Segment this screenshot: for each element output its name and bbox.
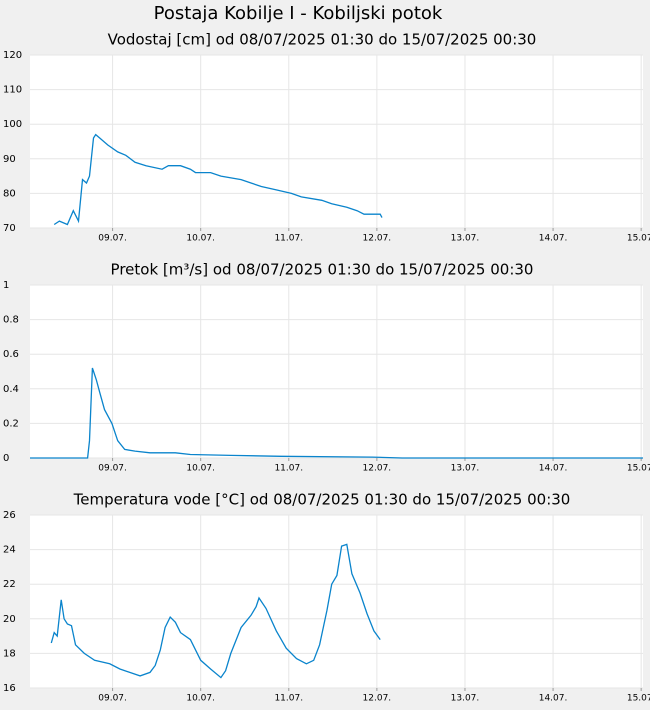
x-tick-label: 10.07.	[186, 234, 215, 244]
x-tick-label: 10.07.	[186, 694, 215, 704]
y-tick-label: 0.4	[3, 384, 19, 395]
y-tick-label: 20	[3, 614, 16, 625]
data-line	[50, 543, 381, 679]
data-line	[30, 367, 643, 459]
x-tick-label: 13.07.	[451, 234, 480, 244]
y-tick-label: 80	[3, 188, 16, 199]
plot-area	[30, 515, 643, 688]
y-tick-label: 120	[3, 50, 22, 61]
y-tick-label: 70	[3, 223, 16, 234]
x-tick-label: 09.07.	[98, 694, 127, 704]
x-tick-label: 12.07.	[363, 234, 392, 244]
y-tick-label: 90	[3, 154, 16, 165]
chart-title: Pretok [m³/s] od 08/07/2025 01:30 do 15/…	[111, 261, 534, 279]
data-line	[53, 133, 383, 226]
y-tick-label: 0.8	[3, 315, 19, 326]
y-tick-label: 0.2	[3, 418, 19, 429]
y-tick-label: 18	[3, 648, 16, 659]
y-tick-label: 16	[3, 683, 16, 694]
chart-title: Vodostaj [cm] od 08/07/2025 01:30 do 15/…	[108, 31, 537, 49]
y-tick-label: 24	[3, 545, 16, 556]
x-tick-label: 15.07.	[627, 464, 650, 474]
x-tick-label: 09.07.	[98, 464, 127, 474]
y-tick-label: 0	[3, 453, 9, 464]
x-tick-label: 10.07.	[186, 464, 215, 474]
y-tick-label: 110	[3, 85, 22, 96]
x-tick-label: 14.07.	[539, 694, 568, 704]
plot-area	[30, 285, 643, 458]
plot-area	[30, 55, 643, 228]
x-tick-label: 09.07.	[98, 234, 127, 244]
x-tick-label: 11.07.	[274, 464, 303, 474]
y-tick-label: 1	[3, 280, 9, 291]
y-tick-label: 26	[3, 510, 16, 521]
x-tick-label: 13.07.	[451, 464, 480, 474]
x-tick-label: 14.07.	[539, 464, 568, 474]
x-tick-label: 15.07.	[627, 694, 650, 704]
x-tick-label: 12.07.	[363, 464, 392, 474]
y-tick-label: 22	[3, 579, 16, 590]
chart-title: Temperatura vode [°C] od 08/07/2025 01:3…	[73, 491, 571, 509]
y-tick-label: 100	[3, 119, 22, 130]
x-tick-label: 13.07.	[451, 694, 480, 704]
page-title: Postaja Kobilje I - Kobiljski potok	[154, 3, 443, 24]
x-tick-label: 11.07.	[274, 694, 303, 704]
x-tick-label: 15.07.	[627, 234, 650, 244]
x-tick-label: 14.07.	[539, 234, 568, 244]
y-tick-label: 0.6	[3, 349, 19, 360]
x-tick-label: 11.07.	[274, 234, 303, 244]
x-tick-label: 12.07.	[363, 694, 392, 704]
